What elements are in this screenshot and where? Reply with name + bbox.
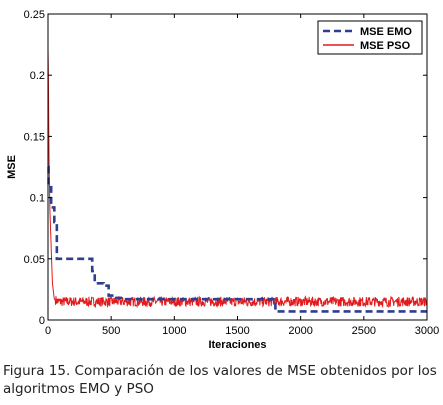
x-tick-label: 500 — [102, 325, 120, 337]
y-tick-label: 0.05 — [24, 254, 45, 266]
y-tick-label: 0.15 — [24, 131, 45, 143]
x-tick-label: 2500 — [352, 325, 376, 337]
chart-svg: 0 500 1000 1500 2000 2500 3000 0 0.05 0.1 0.15 0.2 0… — [6, 9, 440, 350]
x-tick-label: 2000 — [288, 325, 312, 337]
mse-comparison-chart: 0 500 1000 1500 2000 2500 3000 0 0.05 0.1 0.15 0.2 0… — [6, 9, 440, 350]
y-axis-label: MSE — [6, 155, 18, 179]
ticks-layer: 0 500 1000 1500 2000 2500 3000 0 0.05 0.1 0.15 0.2 0… — [24, 9, 440, 337]
legend-label-emo: MSE EMO — [360, 26, 412, 38]
y-tick-label: 0.2 — [30, 70, 45, 82]
y-tick-label: 0.1 — [30, 193, 45, 205]
legend-label-pso: MSE PSO — [360, 40, 411, 52]
legend-box — [317, 20, 423, 55]
x-tick-label: 1000 — [162, 325, 186, 337]
series-layer — [47, 48, 428, 313]
plot-area — [48, 14, 427, 320]
y-tick-label: 0 — [39, 315, 45, 327]
figure-caption: Figura 15. Comparación de los valores de… — [3, 363, 437, 397]
x-tick-label: 1500 — [225, 325, 249, 337]
x-tick-label: 3000 — [415, 325, 439, 337]
x-axis-label: Iteraciones — [208, 339, 266, 350]
legend: MSE EMO MSE PSO — [317, 20, 423, 55]
y-tick-label: 0.25 — [24, 9, 45, 21]
x-tick-label: 0 — [45, 325, 51, 337]
